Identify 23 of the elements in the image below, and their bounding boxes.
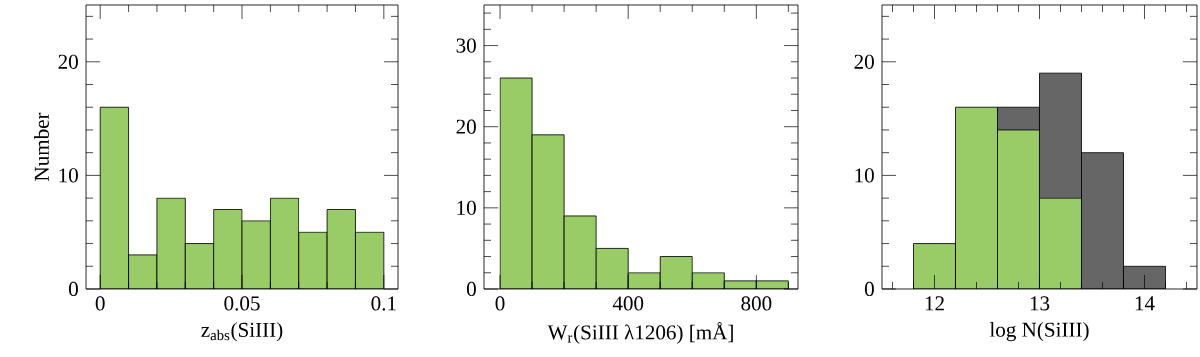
y-tick-label: 20 (854, 54, 874, 69)
x-tick-label: 0 (95, 296, 105, 311)
x-tick-label: 800 (741, 296, 772, 311)
x-tick-label: 400 (612, 296, 644, 311)
y-tick-label: 0 (68, 281, 78, 297)
y-tick-label: 0 (466, 281, 476, 297)
x-tick-label: 12 (925, 296, 944, 311)
x-axis-title: z$_{abs}$(SiIII) (201, 322, 283, 342)
x-axis-title: log N(SiIII) (989, 322, 1089, 342)
x-tick-label: 0.1 (371, 296, 396, 311)
y-tick-label: 10 (855, 168, 874, 183)
x-axis-title: W$_{r}$(SiIII λ1206) [mÅ] (547, 322, 733, 344)
y-tick-label: 0 (864, 281, 874, 297)
y-tick-label: 10 (457, 200, 476, 215)
x-tick-label: 13 (1030, 296, 1050, 311)
y-tick-label: 20 (456, 119, 476, 134)
x-tick-label: 14 (1135, 296, 1155, 311)
y-tick-label: 20 (58, 54, 78, 69)
x-tick-label: 0.05 (224, 296, 260, 311)
y-tick-label: 10 (59, 168, 78, 183)
y-tick-label: 30 (456, 38, 476, 53)
y-axis-title: Number (34, 112, 49, 181)
x-tick-label: 0 (495, 296, 505, 311)
